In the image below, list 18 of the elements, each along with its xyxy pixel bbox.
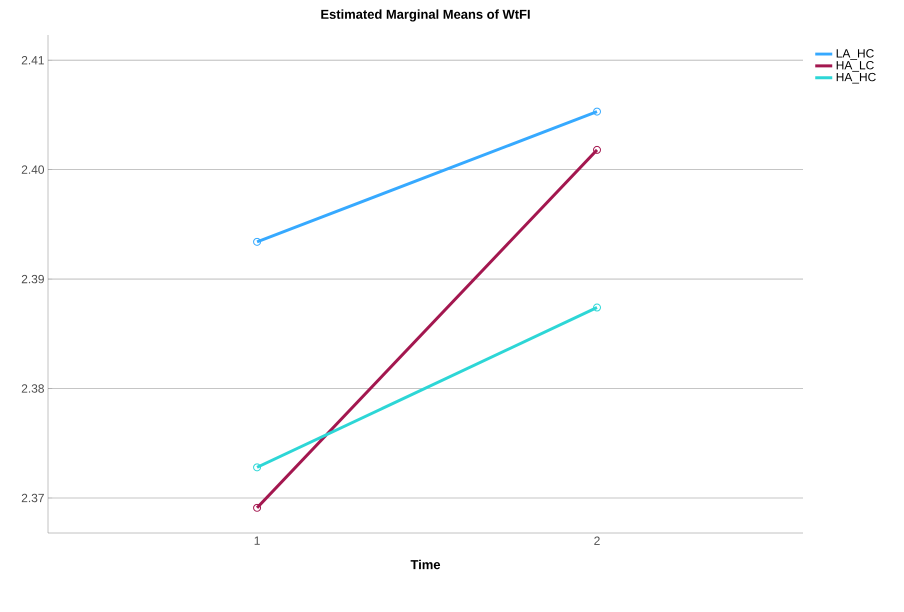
legend-label: HA_HC [836, 72, 876, 84]
point [593, 108, 601, 116]
legend-label: HA_LC [836, 60, 874, 72]
y-tick-label: 2.37 [22, 494, 44, 502]
point [253, 463, 262, 472]
chart-title: Estimated Marginal Means of WtFI [321, 9, 530, 22]
x-axis-title: Time [410, 560, 440, 570]
y-tick-label: 2.41 [22, 56, 44, 64]
point [253, 504, 262, 512]
y-tick-label: 2.40 [22, 165, 44, 174]
y-tick-label: 2.38 [22, 384, 44, 393]
point [593, 146, 601, 154]
x-tick-label: 2 [594, 536, 600, 545]
point [593, 304, 601, 312]
x-tick-label: 1 [254, 536, 260, 545]
legend-label: LA_HC [836, 49, 874, 60]
point [253, 238, 262, 246]
y-tick-label: 2.39 [22, 274, 44, 284]
